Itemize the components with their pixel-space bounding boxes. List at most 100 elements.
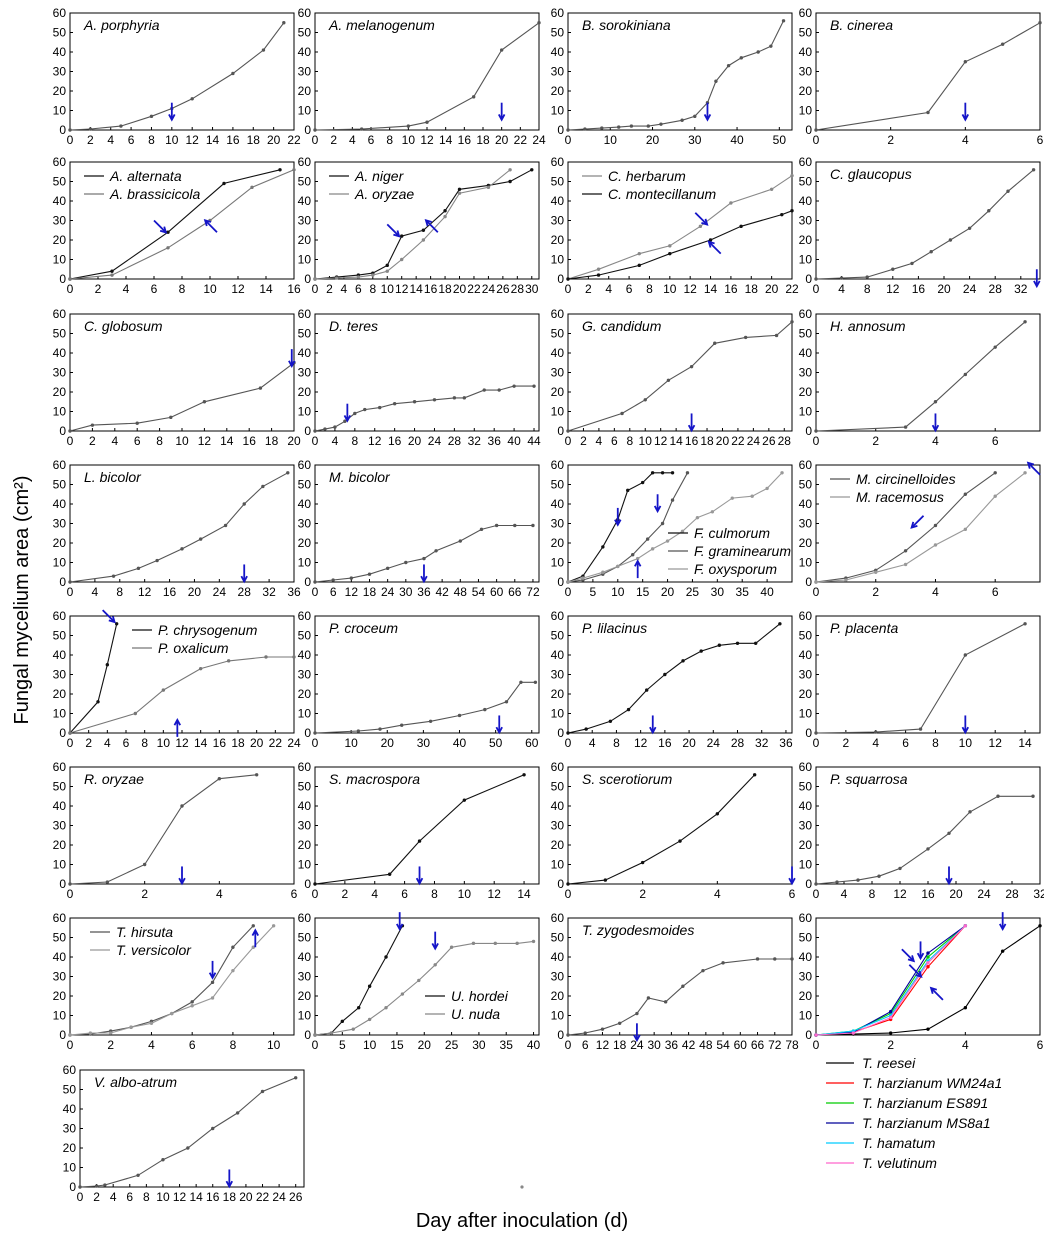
x-tick-label: 18 bbox=[265, 434, 279, 448]
x-tick-label: 4 bbox=[962, 1038, 969, 1052]
data-point bbox=[963, 653, 968, 657]
x-tick-label: 6 bbox=[330, 585, 337, 599]
y-tick-label: 30 bbox=[53, 668, 67, 682]
x-tick-label: 8 bbox=[626, 434, 633, 448]
data-point bbox=[926, 110, 930, 115]
x-tick-label: 0 bbox=[565, 434, 572, 448]
y-tick-label: 0 bbox=[557, 424, 564, 438]
data-point bbox=[1006, 189, 1010, 193]
data-point bbox=[462, 396, 467, 400]
y-tick-label: 0 bbox=[59, 272, 66, 286]
data-point bbox=[88, 127, 93, 131]
y-tick-label: 50 bbox=[551, 629, 565, 643]
series-line bbox=[567, 958, 792, 1036]
data-point bbox=[169, 415, 173, 420]
data-point bbox=[715, 812, 720, 816]
data-point bbox=[180, 547, 184, 551]
x-tick-label: 24 bbox=[381, 585, 395, 599]
series-line bbox=[567, 774, 756, 885]
x-tick-label: 18 bbox=[223, 1190, 237, 1204]
data-point bbox=[963, 492, 968, 496]
data-point bbox=[993, 471, 997, 475]
data-point bbox=[333, 425, 337, 429]
y-tick-label: 30 bbox=[551, 366, 565, 380]
x-tick-label: 6 bbox=[151, 282, 158, 296]
data-point bbox=[844, 578, 848, 582]
y-tick-label: 40 bbox=[799, 648, 813, 662]
data-point bbox=[993, 345, 997, 349]
marker-arrow-head bbox=[108, 616, 116, 624]
x-tick-label: 2 bbox=[887, 133, 894, 147]
y-tick-label: 30 bbox=[551, 819, 565, 833]
y-tick-label: 50 bbox=[63, 1083, 77, 1097]
data-point bbox=[353, 411, 357, 416]
data-point bbox=[596, 273, 601, 277]
marker-arrow-head bbox=[415, 877, 424, 886]
data-point bbox=[371, 273, 375, 277]
data-point bbox=[891, 267, 895, 271]
x-tick-label: 18 bbox=[700, 434, 714, 448]
data-point bbox=[596, 267, 601, 271]
panel: 0 10 20 30 40 50 60 0 10 20 30 40 50 60 P. croceum bbox=[298, 609, 540, 750]
x-tick-label: 12 bbox=[198, 434, 212, 448]
data-point bbox=[600, 126, 604, 130]
panel-title: B. cinerea bbox=[830, 17, 893, 33]
x-tick-label: 16 bbox=[163, 585, 177, 599]
x-tick-label: 20 bbox=[646, 133, 660, 147]
data-point bbox=[161, 1158, 165, 1162]
x-tick-label: 22 bbox=[731, 434, 745, 448]
x-tick-label: 24 bbox=[213, 585, 227, 599]
legend-label: U. nuda bbox=[451, 1006, 500, 1022]
marker-arrow-head bbox=[999, 923, 1007, 932]
data-point bbox=[133, 711, 138, 716]
data-point bbox=[918, 727, 923, 731]
x-tick-label: 2 bbox=[107, 1038, 114, 1052]
data-point bbox=[417, 839, 422, 843]
marker-arrow-head bbox=[707, 240, 715, 248]
data-point bbox=[533, 680, 538, 684]
y-tick-label: 30 bbox=[298, 366, 312, 380]
data-point bbox=[68, 1033, 72, 1037]
legend-label: T. reesei bbox=[862, 1055, 916, 1071]
x-tick-label: 8 bbox=[869, 887, 876, 901]
marker-arrow-head bbox=[168, 114, 176, 122]
data-point bbox=[680, 529, 685, 533]
x-tick-label: 10 bbox=[203, 282, 217, 296]
data-point bbox=[681, 659, 685, 663]
data-point bbox=[537, 21, 541, 25]
y-tick-label: 50 bbox=[551, 780, 565, 794]
y-tick-label: 10 bbox=[53, 405, 67, 419]
panel-title: G. candidum bbox=[582, 318, 662, 334]
x-tick-label: 18 bbox=[363, 585, 377, 599]
x-tick-label: 24 bbox=[707, 736, 721, 750]
data-point bbox=[755, 957, 760, 961]
data-point bbox=[210, 980, 215, 985]
marker-arrow-head bbox=[907, 955, 916, 963]
data-point bbox=[313, 882, 317, 886]
y-tick-label: 10 bbox=[298, 858, 312, 872]
y-tick-label: 20 bbox=[53, 687, 67, 701]
y-tick-label: 0 bbox=[59, 575, 66, 589]
x-tick-label: 10 bbox=[639, 434, 653, 448]
x-tick-label: 8 bbox=[156, 434, 163, 448]
y-tick-label: 60 bbox=[53, 155, 67, 169]
x-tick-label: 12 bbox=[684, 282, 698, 296]
panel: 0 10 20 30 40 50 60 0 2 4 6 R. oryzae bbox=[53, 760, 298, 901]
data-point bbox=[457, 187, 462, 191]
y-tick-label: 40 bbox=[799, 497, 813, 511]
x-tick-label: 12 bbox=[893, 887, 907, 901]
data-point bbox=[769, 187, 774, 191]
data-point bbox=[929, 250, 933, 254]
data-point bbox=[600, 1027, 605, 1031]
panel-title: V. albo-atrum bbox=[94, 1074, 177, 1090]
data-point bbox=[1031, 168, 1036, 172]
data-point bbox=[357, 1006, 361, 1010]
data-point bbox=[926, 847, 930, 851]
data-point bbox=[874, 730, 878, 734]
x-tick-label: 4 bbox=[341, 282, 348, 296]
x-tick-label: 24 bbox=[272, 1190, 286, 1204]
y-tick-label: 10 bbox=[53, 1009, 67, 1023]
data-point bbox=[626, 707, 631, 712]
data-point bbox=[903, 425, 908, 429]
x-tick-label: 14 bbox=[206, 133, 220, 147]
